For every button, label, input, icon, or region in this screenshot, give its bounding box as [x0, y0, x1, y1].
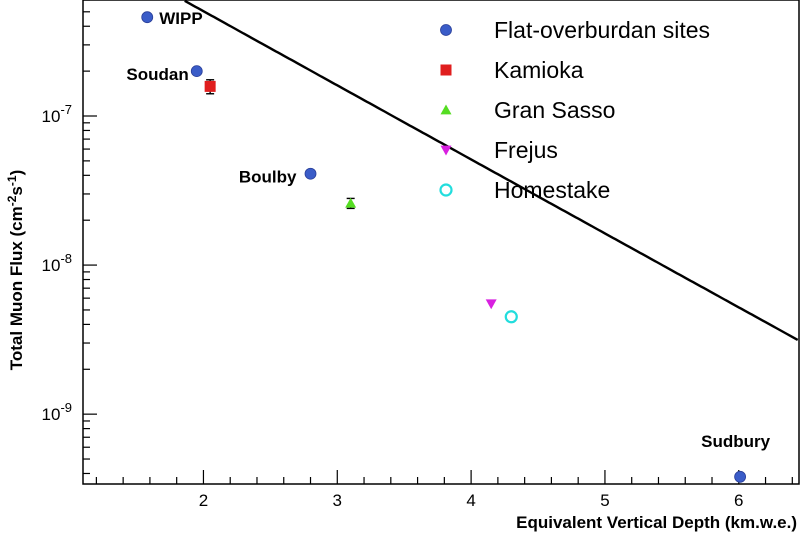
site-label-soudan: Soudan — [126, 65, 188, 84]
site-label-sudbury: Sudbury — [701, 432, 770, 451]
site-label-wipp: WIPP — [159, 9, 202, 28]
data-point-flat-overburdan-sites — [190, 65, 203, 78]
x-axis-title: Equivalent Vertical Depth (km.w.e.) — [516, 513, 797, 532]
x-axis-ticks: 2 3 4 5 6 — [95, 470, 793, 510]
legend-label: Kamioka — [494, 57, 584, 83]
y-axis-title: Total Muon Flux (cm-2s-1) — [5, 170, 26, 371]
data-markers — [141, 11, 747, 483]
data-point-frejus — [485, 299, 497, 310]
y-tick-label: 10-8 — [42, 251, 72, 275]
x-tick-label: 3 — [333, 491, 342, 510]
legend-entry: Frejus — [440, 137, 558, 163]
data-point-kamioka — [204, 79, 216, 95]
site-label-boulby: Boulby — [239, 168, 297, 187]
legend-label: Frejus — [494, 137, 558, 163]
data-point-flat-overburdan-sites — [304, 167, 317, 180]
legend-label: Homestake — [494, 177, 610, 203]
legend-entry: Kamioka — [440, 57, 584, 83]
data-point-homestake — [504, 310, 518, 324]
legend-entry: Homestake — [439, 177, 610, 203]
y-tick-label: 10-7 — [42, 102, 72, 126]
x-tick-label: 5 — [600, 491, 609, 510]
legend-entry: Gran Sasso — [440, 97, 615, 123]
legend: Flat-overburdan sites Kamioka Gran Sasso Fr… — [439, 17, 710, 203]
legend-label: Flat-overburdan sites — [494, 17, 710, 43]
fit-curve-line — [184, 0, 799, 341]
data-point-flat-overburdan-sites — [141, 11, 154, 24]
legend-label: Gran Sasso — [494, 97, 615, 123]
site-labels: WIPP Soudan Boulby Sudbury — [126, 9, 770, 451]
x-tick-label: 2 — [199, 491, 208, 510]
y-tick-label: 10-9 — [42, 400, 72, 424]
data-point-flat-overburdan-sites — [734, 470, 747, 483]
data-point-gran-sasso — [345, 197, 357, 210]
y-axis-ticks: 10-7 10-8 10-9 — [42, 0, 97, 475]
plot-frame — [82, 0, 800, 485]
x-tick-label: 6 — [734, 491, 743, 510]
x-tick-label: 4 — [466, 491, 475, 510]
legend-entry: Flat-overburdan sites — [440, 17, 710, 43]
